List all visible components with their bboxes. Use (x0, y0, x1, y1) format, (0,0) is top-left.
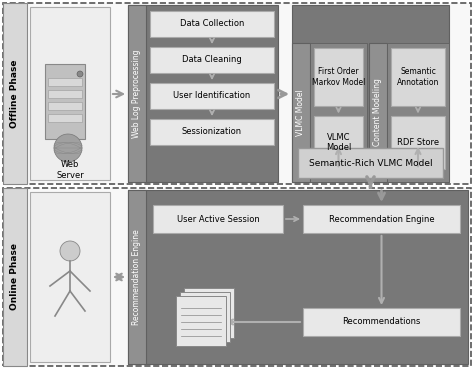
Text: Semantic-Rich VLMC Model: Semantic-Rich VLMC Model (309, 159, 432, 167)
Text: User Identification: User Identification (173, 92, 251, 100)
Text: Data Collection: Data Collection (180, 20, 244, 28)
Bar (180, 292, 230, 342)
Bar (128, 190, 146, 364)
Bar (369, 43, 387, 182)
Bar (184, 288, 234, 338)
Bar (391, 48, 445, 106)
Text: Web
Server: Web Server (56, 160, 84, 180)
Text: Online Phase: Online Phase (10, 244, 19, 311)
Bar (3, 188, 27, 366)
Text: RDF Store: RDF Store (397, 138, 439, 147)
Bar (128, 5, 146, 182)
Bar (150, 47, 274, 73)
Bar (387, 43, 449, 182)
Polygon shape (54, 134, 82, 162)
Text: VLMC Model: VLMC Model (297, 89, 306, 136)
Text: Sessionization: Sessionization (182, 127, 242, 137)
Bar (314, 48, 363, 106)
Text: Content Modeling: Content Modeling (374, 78, 383, 146)
Bar (292, 43, 310, 182)
Bar (48, 114, 82, 122)
Circle shape (77, 71, 83, 77)
Bar (45, 64, 85, 139)
Bar (303, 308, 460, 336)
Text: First Order
Markov Model: First Order Markov Model (312, 67, 365, 87)
Text: Recommendations: Recommendations (342, 318, 421, 326)
Bar (3, 3, 471, 184)
Bar (128, 5, 278, 182)
Bar (48, 102, 82, 110)
Bar (3, 3, 27, 184)
Bar (30, 192, 110, 362)
Bar (150, 11, 274, 37)
Bar (150, 83, 274, 109)
Text: Recommendation Engine: Recommendation Engine (133, 229, 142, 325)
Bar (48, 78, 82, 86)
Bar (30, 7, 110, 180)
Bar (48, 90, 82, 98)
Circle shape (60, 241, 80, 261)
Text: Semantic
Annotation: Semantic Annotation (397, 67, 439, 87)
Text: Web Log Preprocessing: Web Log Preprocessing (133, 49, 142, 138)
Bar (153, 205, 283, 233)
Bar (391, 116, 445, 169)
Bar (150, 119, 274, 145)
Text: Offline Phase: Offline Phase (10, 59, 19, 128)
Bar (310, 43, 367, 182)
Text: User Active Session: User Active Session (177, 215, 259, 223)
Bar (314, 116, 363, 169)
Text: Data Cleaning: Data Cleaning (182, 56, 242, 64)
Bar (128, 190, 468, 364)
Text: Recommendation Engine: Recommendation Engine (328, 215, 434, 223)
Bar (298, 148, 443, 178)
Bar (292, 5, 449, 182)
Bar (3, 188, 471, 366)
Text: VLMC
Model: VLMC Model (326, 133, 351, 152)
Bar (303, 205, 460, 233)
Bar (176, 296, 226, 346)
